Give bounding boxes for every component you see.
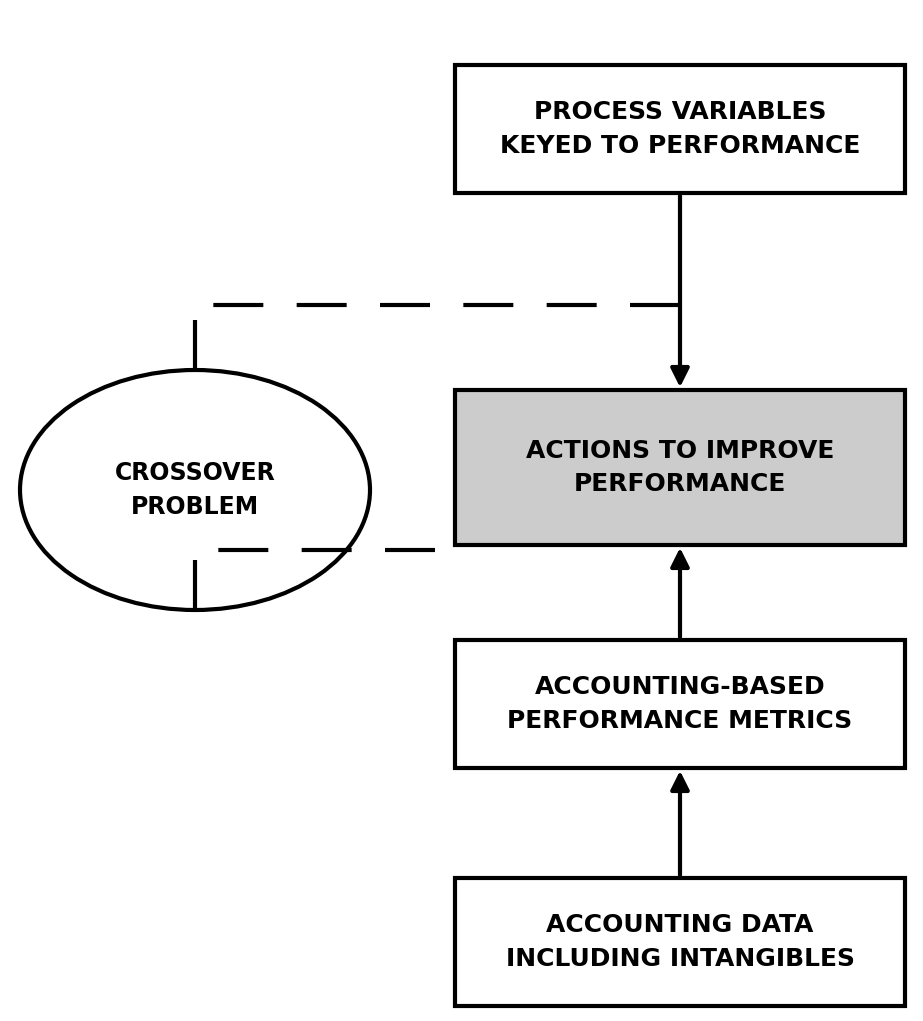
Text: ACTIONS TO IMPROVE
PERFORMANCE: ACTIONS TO IMPROVE PERFORMANCE — [526, 439, 834, 496]
Bar — [455, 65, 905, 193]
Bar — [455, 390, 905, 545]
Bar — [455, 878, 905, 1006]
Text: CROSSOVER
PROBLEM: CROSSOVER PROBLEM — [114, 461, 275, 519]
Bar — [455, 640, 905, 768]
Text: ACCOUNTING DATA
INCLUDING INTANGIBLES: ACCOUNTING DATA INCLUDING INTANGIBLES — [506, 913, 855, 971]
Text: ACCOUNTING-BASED
PERFORMANCE METRICS: ACCOUNTING-BASED PERFORMANCE METRICS — [508, 675, 853, 733]
Text: PROCESS VARIABLES
KEYED TO PERFORMANCE: PROCESS VARIABLES KEYED TO PERFORMANCE — [500, 100, 860, 158]
Ellipse shape — [20, 370, 370, 610]
